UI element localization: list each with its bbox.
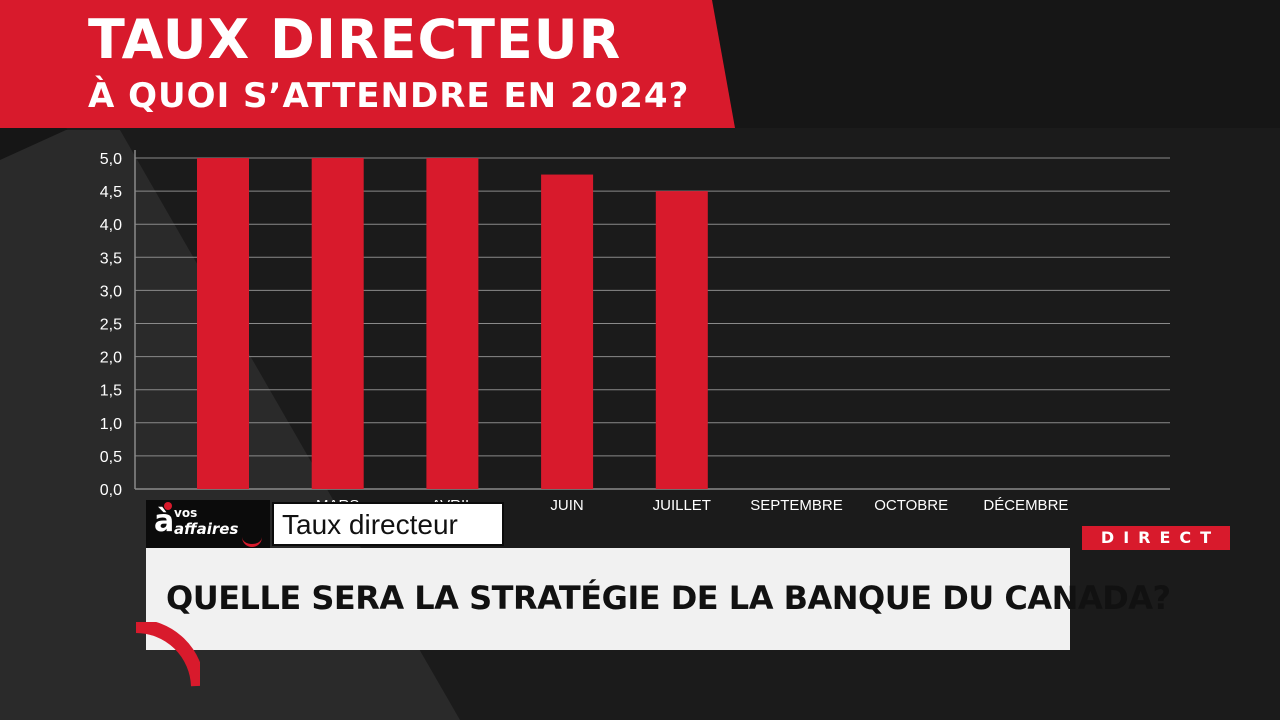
y-tick-label: 2,0 bbox=[100, 350, 122, 367]
show-logo: à vos affaires bbox=[146, 500, 270, 548]
logo-letter-a: à bbox=[154, 504, 175, 539]
y-tick-label: 0,5 bbox=[100, 449, 122, 466]
headline-bar: QUELLE SERA LA STRATÉGIE DE LA BANQUE DU… bbox=[146, 548, 1171, 650]
live-badge-text: DIRECT bbox=[1100, 528, 1221, 547]
logo-word-affaires: affaires bbox=[174, 520, 239, 538]
x-tick-label: DÉCEMBRE bbox=[983, 497, 1068, 514]
y-tick-label: 2,5 bbox=[100, 317, 122, 334]
x-tick-label: OCTOBRE bbox=[874, 497, 948, 514]
x-tick-label: JUIN bbox=[550, 497, 583, 514]
page-subtitle: À QUOI S’ATTENDRE EN 2024? bbox=[88, 76, 690, 116]
x-tick-label: SEPTEMBRE bbox=[750, 497, 843, 514]
x-tick-label: JUILLET bbox=[653, 497, 711, 514]
y-tick-label: 4,5 bbox=[100, 184, 122, 201]
topic-text: Taux directeur bbox=[282, 509, 458, 540]
y-tick-label: 1,5 bbox=[100, 383, 122, 400]
live-badge: DIRECT bbox=[1082, 526, 1230, 550]
bar bbox=[541, 174, 594, 490]
page-title: TAUX DIRECTEUR bbox=[88, 8, 622, 71]
corner-arc-decoration bbox=[135, 622, 200, 687]
title-banner bbox=[0, 0, 735, 128]
y-tick-label: 0,0 bbox=[100, 482, 122, 499]
bar bbox=[426, 158, 479, 489]
logo-word-vos: vos bbox=[174, 506, 198, 520]
bar bbox=[655, 191, 708, 489]
logo-accent-dot bbox=[164, 502, 172, 510]
logo-swoosh bbox=[242, 532, 262, 547]
y-tick-label: 3,5 bbox=[100, 250, 122, 267]
topic-label: Taux directeur bbox=[272, 502, 504, 546]
y-tick-label: 4,0 bbox=[100, 217, 122, 234]
bar bbox=[197, 158, 249, 489]
bar bbox=[311, 158, 364, 489]
y-tick-label: 3,0 bbox=[100, 283, 122, 300]
headline-text: QUELLE SERA LA STRATÉGIE DE LA BANQUE DU… bbox=[166, 579, 1171, 617]
y-tick-label: 1,0 bbox=[100, 416, 122, 433]
y-tick-label: 5,0 bbox=[100, 151, 122, 168]
